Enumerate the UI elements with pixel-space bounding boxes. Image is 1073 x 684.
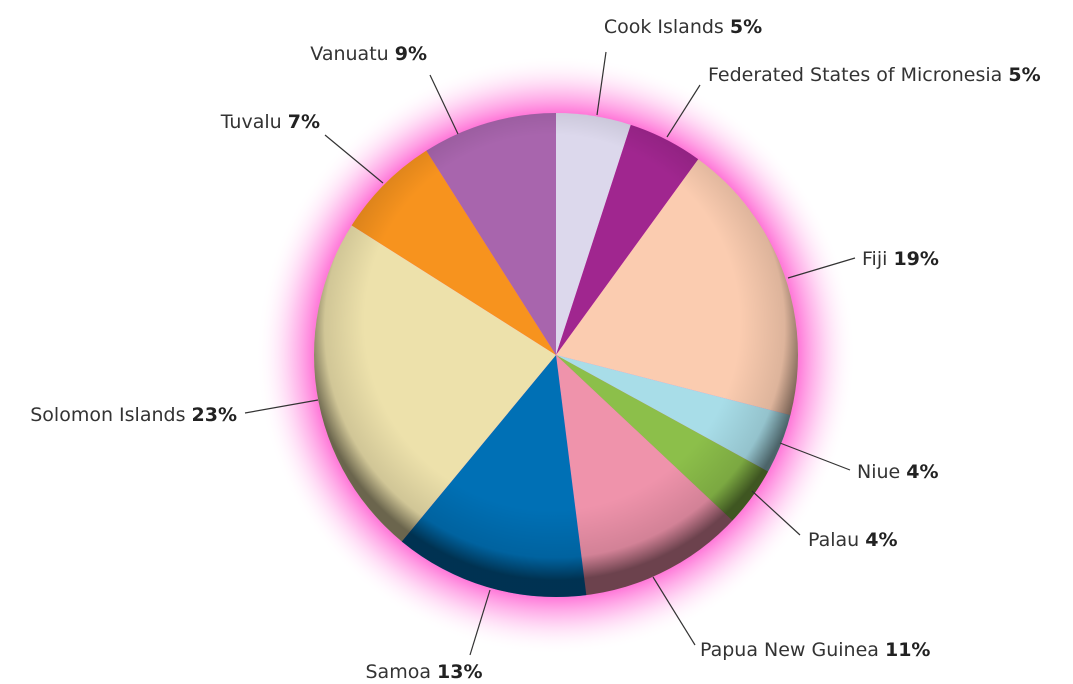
leader-line: [666, 84, 701, 138]
leader-line: [787, 257, 856, 279]
value-label: 19%: [893, 248, 938, 270]
category-name: Vanuatu: [310, 43, 388, 65]
leader-line: [779, 442, 851, 471]
category-name: Papua New Guinea: [700, 639, 879, 661]
leader-line: [429, 74, 459, 135]
value-label: 5%: [730, 16, 762, 38]
slice-label: Samoa 13%: [365, 661, 482, 683]
category-name: Federated States of Micronesia: [708, 64, 1002, 86]
value-label: 13%: [437, 661, 482, 683]
labels: Cook Islands 5%Federated States of Micro…: [30, 16, 1040, 683]
slice-label: Solomon Islands 23%: [30, 404, 237, 426]
value-label: 4%: [865, 529, 897, 551]
leader-line: [652, 576, 696, 646]
leader-line: [596, 51, 607, 116]
value-label: 4%: [906, 461, 938, 483]
leader-line: [469, 589, 491, 656]
leader-line: [324, 134, 384, 184]
leader-line: [244, 399, 319, 414]
category-name: Niue: [857, 461, 900, 483]
value-label: 5%: [1008, 64, 1040, 86]
category-name: Palau: [808, 529, 859, 551]
slice-label: Papua New Guinea 11%: [700, 639, 930, 661]
slice-label: Federated States of Micronesia 5%: [708, 64, 1041, 86]
slice-label: Vanuatu 9%: [310, 43, 427, 65]
pie: [314, 113, 798, 597]
category-name: Solomon Islands: [30, 404, 185, 426]
slice-label: Fiji 19%: [862, 248, 939, 270]
leader-line: [751, 490, 801, 536]
value-label: 23%: [192, 404, 237, 426]
value-label: 7%: [288, 111, 320, 133]
category-name: Fiji: [862, 248, 887, 270]
value-label: 11%: [885, 639, 930, 661]
category-name: Cook Islands: [604, 16, 724, 38]
value-label: 9%: [395, 43, 427, 65]
slice-label: Cook Islands 5%: [604, 16, 762, 38]
category-name: Tuvalu: [220, 111, 282, 133]
slice-label: Palau 4%: [808, 529, 898, 551]
slice-label: Niue 4%: [857, 461, 939, 483]
slice-label: Tuvalu 7%: [220, 111, 320, 133]
category-name: Samoa: [365, 661, 430, 683]
